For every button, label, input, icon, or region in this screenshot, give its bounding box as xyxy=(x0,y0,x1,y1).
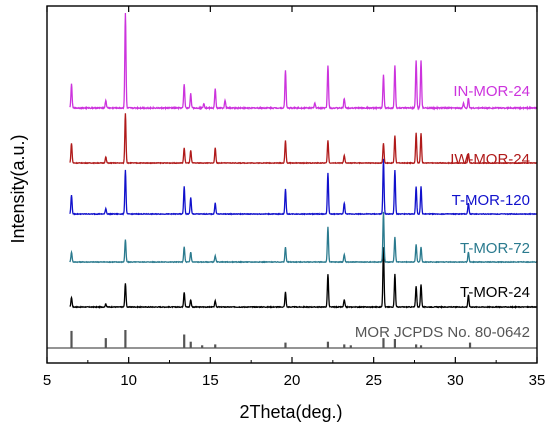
series-label-0: T-MOR-24 xyxy=(460,284,530,301)
reference-label: MOR JCPDS No. 80-0642 xyxy=(355,324,530,341)
series-labels: T-MOR-24 T-MOR-72 T-MOR-120 IW-MOR-24 IN-MOR… xyxy=(355,83,530,341)
axes: 5 10 15 20 25 30 35 xyxy=(43,5,546,389)
series-label-3: IW-MOR-24 xyxy=(450,151,530,168)
series-label-2: T-MOR-120 xyxy=(452,192,530,209)
x-tick-label: 35 xyxy=(529,372,546,389)
series-label-1: T-MOR-72 xyxy=(460,240,530,257)
series-line-1 xyxy=(69,211,538,264)
plot-frame xyxy=(46,5,538,364)
series-line-3 xyxy=(69,113,538,165)
series-line-0 xyxy=(69,247,538,309)
series-layer xyxy=(69,13,538,309)
y-axis-label: Intensity(a.u.) xyxy=(8,134,28,243)
series-line-2 xyxy=(69,158,538,216)
series-label-4: IN-MOR-24 xyxy=(453,83,530,100)
x-tick-label: 15 xyxy=(202,372,219,389)
x-tick-label: 20 xyxy=(284,372,301,389)
x-axis-label: 2Theta(deg.) xyxy=(239,402,342,422)
series-line-4 xyxy=(69,13,538,111)
x-tick-label: 10 xyxy=(120,372,137,389)
x-tick-label: 30 xyxy=(447,372,464,389)
x-tick-label: 5 xyxy=(43,372,51,389)
reference-pattern xyxy=(47,330,537,349)
x-tick-label: 25 xyxy=(365,372,382,389)
